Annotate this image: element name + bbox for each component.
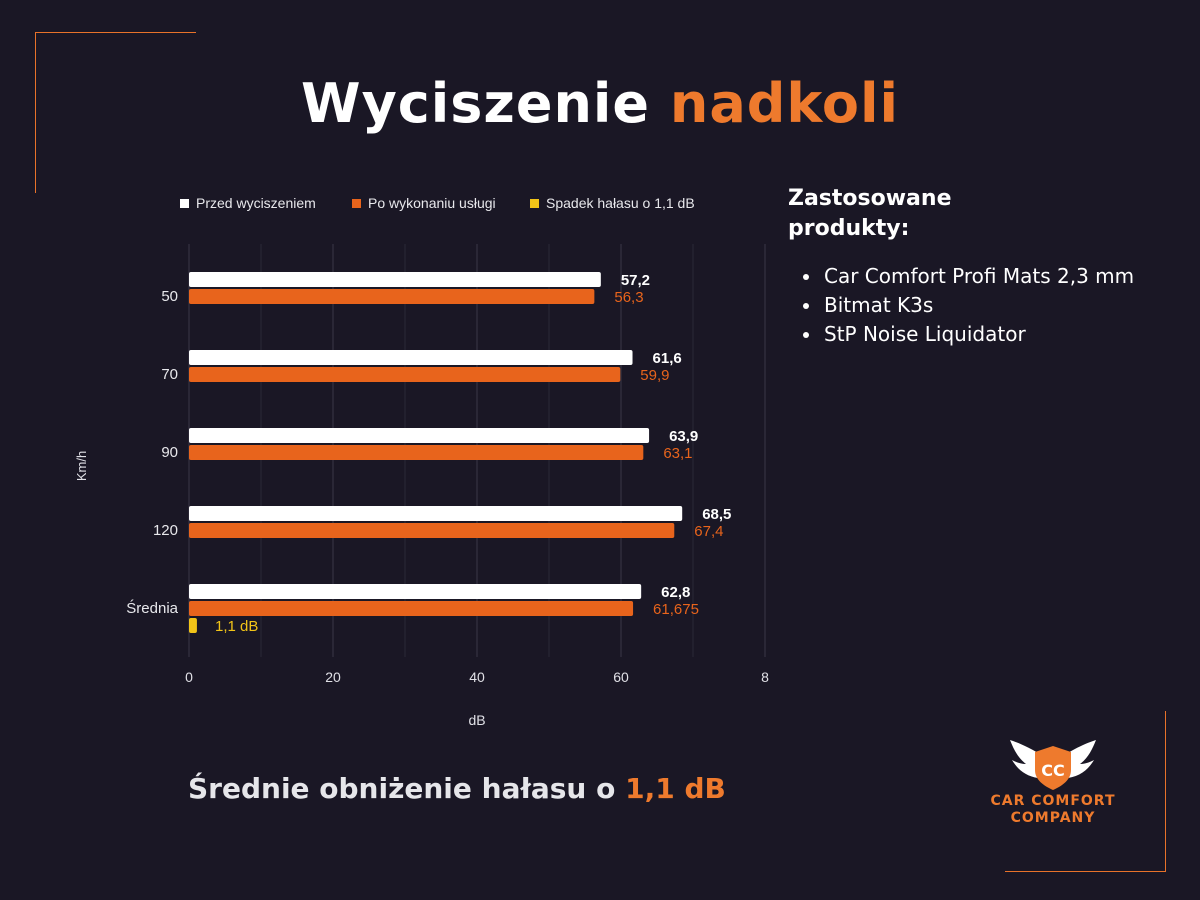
data-label: 62,8 (661, 584, 690, 601)
legend-swatch (530, 199, 539, 208)
title-part-white: Wyciszenie (301, 72, 651, 135)
y-tick-label: 50 (161, 288, 178, 305)
products-heading: Zastosowane produkty: (788, 184, 1168, 244)
legend-label: Przed wyciszeniem (196, 195, 316, 211)
summary-text: Średnie obniżenie hałasu o 1,1 dB (188, 772, 726, 805)
title-part-accent: nadkoli (669, 72, 899, 135)
legend-label: Spadek hałasu o 1,1 dB (546, 195, 695, 211)
decorative-corner-top-left (35, 32, 196, 193)
y-tick-label: Średnia (126, 599, 178, 617)
bar (189, 289, 595, 304)
product-item: StP Noise Liquidator (800, 320, 1134, 349)
products-heading-line1: Zastosowane (788, 186, 952, 211)
decorative-corner-bottom-right (1005, 711, 1166, 872)
page-title: Wyciszenie nadkoli (0, 72, 1200, 135)
x-tick-label: 8 (761, 669, 769, 685)
bar-chart: Przed wyciszeniem Po wykonaniu usługi Spad… (74, 195, 769, 728)
shield-icon (1035, 746, 1071, 790)
y-axis-label: Km/h (74, 451, 89, 481)
x-tick-label: 0 (185, 669, 193, 685)
bar (189, 523, 675, 538)
data-label: 1,1 dB (215, 618, 258, 635)
product-item: Car Comfort Profi Mats 2,3 mm (800, 262, 1134, 291)
logo-text-line2: COMPANY (1010, 810, 1096, 826)
data-label: 61,6 (653, 350, 682, 367)
x-tick-label: 20 (325, 669, 341, 685)
legend-label: Po wykonaniu usługi (368, 195, 496, 211)
bar (189, 428, 650, 443)
bar (189, 445, 644, 460)
x-tick-label: 40 (469, 669, 485, 685)
data-label: 67,4 (694, 523, 723, 540)
bar (189, 506, 683, 521)
data-label: 56,3 (614, 289, 643, 306)
bar (189, 601, 634, 616)
y-tick-label: 90 (161, 444, 178, 461)
product-item: Bitmat K3s (800, 291, 1134, 320)
bar (189, 367, 621, 382)
products-list: Car Comfort Profi Mats 2,3 mm Bitmat K3s… (800, 262, 1134, 349)
y-tick-label: 70 (161, 366, 178, 383)
x-tick-label: 60 (613, 669, 629, 685)
data-label: 59,9 (640, 367, 669, 384)
bar (189, 272, 601, 287)
y-tick-label: 120 (153, 522, 178, 539)
bar (189, 584, 642, 599)
data-label: 57,2 (621, 272, 650, 289)
bar (189, 618, 197, 633)
x-axis-label: dB (468, 712, 485, 728)
logo-mark: CC (1041, 761, 1064, 780)
legend-swatch (352, 199, 361, 208)
legend-swatch (180, 199, 189, 208)
summary-value: 1,1 dB (625, 772, 726, 805)
company-logo: CC (1010, 740, 1096, 790)
data-label: 61,675 (653, 601, 699, 618)
summary-label: Średnie obniżenie hałasu o (188, 772, 616, 805)
data-label: 63,1 (663, 445, 692, 462)
data-label: 63,9 (669, 428, 698, 445)
data-label: 68,5 (702, 506, 731, 523)
logo-text-line1: CAR COMFORT (990, 793, 1116, 809)
bar (189, 350, 633, 365)
products-heading-line2: produkty: (788, 216, 910, 241)
